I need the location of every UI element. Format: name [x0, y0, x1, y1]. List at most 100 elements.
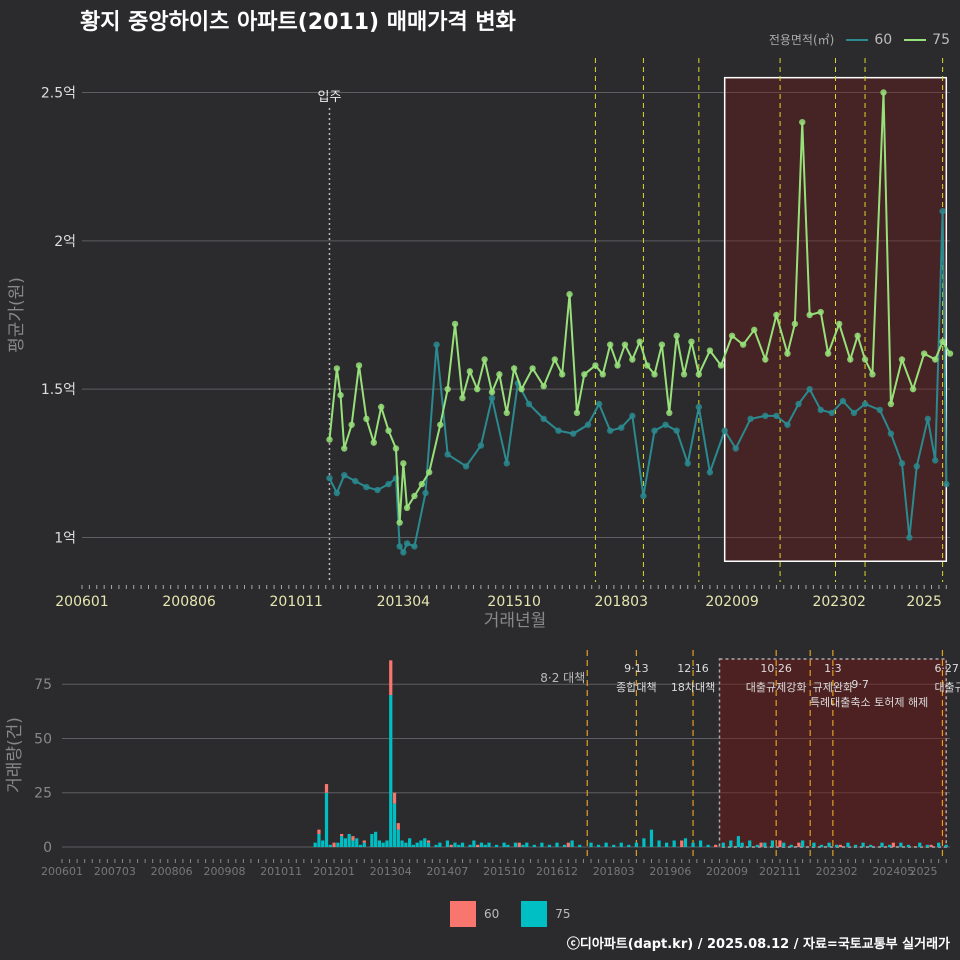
volume-bar-75	[835, 844, 839, 847]
volume-bar-60	[396, 823, 400, 830]
volume-bar-60	[929, 844, 933, 847]
volume-bar-60	[317, 829, 321, 834]
price-point-60	[403, 540, 411, 547]
volume-bar-75	[612, 844, 616, 847]
price-point-60	[422, 489, 429, 497]
volume-x-tick-label: 2025	[910, 865, 938, 878]
volume-bar-75	[691, 842, 695, 847]
price-point-75	[363, 415, 370, 423]
price-chart: 1억 1.5억 2억 2.5억 입주 200601 200806 201011 201304 20…	[7, 58, 954, 631]
price-point-60	[363, 483, 370, 491]
price-point-60	[462, 463, 470, 470]
volume-bar-75	[619, 842, 623, 847]
credit-line: ⓒ디아파트(dapt.kr) / 2025.08.12 / 자료=국토교통부 실…	[566, 937, 950, 952]
price-x-tick-label: 200601	[55, 594, 108, 610]
price-point-60	[555, 427, 562, 434]
volume-legend: 60 75	[450, 901, 571, 927]
volume-bar-75	[819, 844, 824, 847]
price-point-75	[817, 308, 824, 316]
price-point-60	[939, 207, 946, 215]
volume-bar-75	[468, 844, 472, 847]
volume-bar-75	[604, 842, 608, 847]
volume-legend-swatch-60	[450, 901, 476, 927]
price-point-75	[481, 356, 488, 363]
price-point-75	[784, 350, 791, 357]
volume-bar-75	[869, 844, 873, 847]
price-point-60	[477, 442, 485, 449]
volume-bar-75	[423, 838, 427, 847]
volume-bar-75	[434, 844, 438, 847]
price-point-75	[695, 371, 703, 378]
volume-x-tick-label: 201906	[649, 865, 691, 878]
volume-bar-60	[714, 844, 718, 847]
price-point-60	[396, 543, 403, 550]
price-y-tick-label: 2억	[54, 234, 76, 250]
price-point-75	[666, 409, 673, 417]
volume-bar-75	[525, 842, 529, 847]
price-point-60	[817, 406, 824, 414]
volume-bar-75	[861, 842, 865, 847]
price-point-60	[503, 460, 510, 467]
volume-x-tick-label: 202405	[872, 865, 914, 878]
volume-bar-75	[328, 844, 332, 847]
policy-label-text: 대출규제	[934, 681, 960, 694]
volume-bar-60	[389, 660, 393, 696]
volume-bar-75	[706, 844, 710, 847]
volume-bar-60	[332, 842, 336, 847]
volume-bar-75	[547, 844, 552, 847]
price-point-75	[706, 347, 714, 354]
price-point-60	[762, 412, 769, 420]
price-point-75	[518, 385, 525, 393]
price-point-60	[828, 409, 836, 417]
price-point-75	[854, 332, 861, 339]
volume-bar-75	[562, 844, 567, 847]
price-x-tick-label: 201011	[270, 594, 323, 610]
price-point-75	[932, 356, 939, 363]
price-point-75	[496, 371, 503, 378]
volume-bar-75	[540, 842, 544, 847]
volume-bar-75	[415, 842, 419, 847]
price-point-75	[488, 388, 496, 396]
price-point-75	[773, 311, 780, 319]
volume-bar-75	[589, 842, 593, 847]
price-point-60	[943, 480, 950, 488]
price-point-60	[850, 409, 858, 417]
price-point-60	[876, 406, 884, 414]
volume-x-tick-label: 201612	[536, 865, 578, 878]
price-x-tick-label: 200806	[162, 594, 216, 610]
volume-bar-75	[532, 844, 536, 847]
volume-x-tick-label: 200806	[151, 865, 193, 878]
price-point-60	[525, 400, 533, 408]
volume-bar-75	[313, 842, 317, 847]
price-point-60	[488, 394, 496, 402]
price-point-75	[466, 368, 474, 375]
price-point-75	[426, 469, 433, 476]
price-point-75	[411, 492, 418, 500]
volume-y-tick-label: 25	[34, 786, 52, 802]
volume-bar-75	[343, 838, 348, 847]
volume-bar-75	[672, 840, 676, 847]
volume-bar-75	[944, 844, 948, 847]
price-line-60	[328, 211, 948, 555]
volume-x-tick-label: 201011	[260, 865, 302, 878]
price-point-75	[887, 400, 895, 408]
price-point-60	[784, 421, 791, 428]
volume-bar-60	[778, 840, 782, 847]
price-point-75	[551, 356, 558, 363]
price-point-60	[747, 415, 754, 423]
volume-bar-60	[680, 840, 684, 847]
price-point-75	[529, 365, 536, 372]
volume-bar-75	[370, 833, 374, 847]
price-point-60	[540, 415, 547, 423]
volume-bar-75	[664, 842, 669, 847]
volume-bar-75	[472, 840, 476, 847]
volume-bar-60	[340, 833, 344, 837]
volume-bar-75	[457, 844, 461, 847]
price-point-60	[906, 534, 913, 541]
volume-bar-75	[419, 840, 423, 847]
volume-bar-75	[925, 844, 929, 847]
policy-label-text: 18차대책	[671, 681, 715, 694]
volume-bar-75	[358, 844, 363, 847]
volume-bar-75	[827, 842, 831, 847]
price-point-60	[673, 427, 680, 434]
